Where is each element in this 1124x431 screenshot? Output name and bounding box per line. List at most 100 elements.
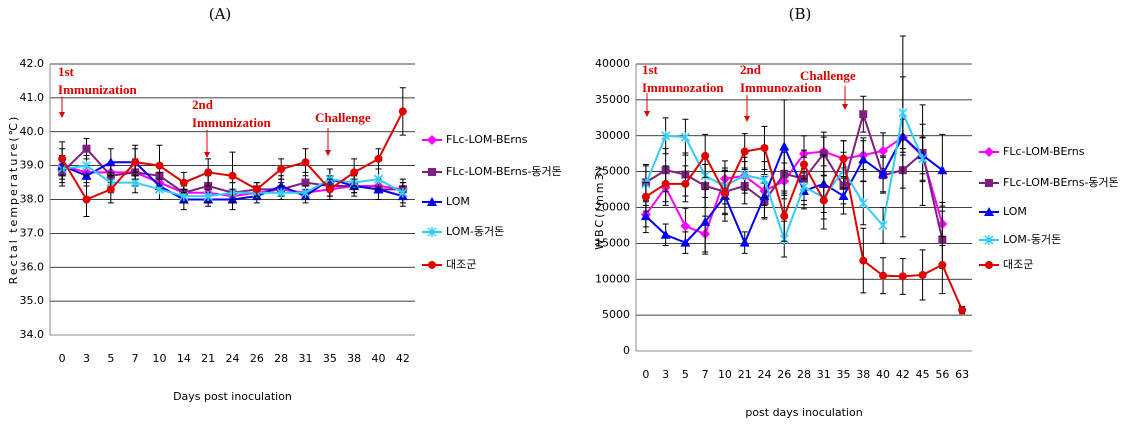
annotation: Immunozation bbox=[740, 80, 822, 95]
x-tick-label: 31 bbox=[299, 352, 313, 365]
legend-label: FLc-LOM-BErns-동거돈 bbox=[1003, 176, 1119, 189]
y-tick-label: 42.0 bbox=[20, 57, 45, 70]
marker bbox=[878, 145, 889, 156]
legend-label: LOM-동거돈 bbox=[1003, 233, 1061, 246]
marker bbox=[81, 160, 92, 171]
y-axis-label: Rectal temperature(℃) bbox=[7, 115, 20, 285]
marker bbox=[799, 181, 809, 192]
marker bbox=[838, 191, 849, 201]
marker bbox=[879, 271, 888, 280]
x-tick-label: 40 bbox=[876, 368, 890, 381]
marker bbox=[660, 229, 671, 239]
x-tick-label: 3 bbox=[662, 368, 669, 381]
marker bbox=[301, 178, 310, 187]
annotation: 2nd bbox=[740, 62, 762, 77]
marker bbox=[739, 237, 750, 247]
y-tick-label: 38.0 bbox=[20, 193, 45, 206]
marker bbox=[428, 168, 436, 176]
y-tick-label: 37.0 bbox=[20, 226, 45, 239]
marker bbox=[373, 174, 384, 185]
y-tick-label: 41.0 bbox=[20, 91, 45, 104]
y-tick-label: 36.0 bbox=[20, 260, 45, 273]
x-tick-label: 5 bbox=[682, 368, 689, 381]
series-line bbox=[645, 134, 943, 246]
marker bbox=[82, 144, 91, 153]
annotation-arrowhead bbox=[59, 112, 65, 118]
legend-label: LOM bbox=[1003, 205, 1027, 218]
annotation-arrowhead bbox=[325, 150, 331, 156]
x-tick-label: 0 bbox=[642, 368, 649, 381]
y-tick-label: 35.0 bbox=[20, 294, 45, 307]
marker bbox=[878, 220, 888, 231]
marker bbox=[760, 143, 769, 152]
x-tick-label: 21 bbox=[201, 352, 215, 365]
annotation-arrowhead bbox=[842, 104, 848, 110]
legend-label: FLc-LOM-BErns bbox=[1003, 145, 1085, 158]
marker bbox=[918, 270, 927, 279]
marker bbox=[179, 178, 188, 187]
marker bbox=[937, 165, 948, 175]
marker bbox=[428, 261, 436, 269]
marker bbox=[938, 260, 947, 269]
y-tick-label: 35000 bbox=[595, 93, 630, 106]
annotation: Challenge bbox=[800, 68, 856, 83]
y-tick-label: 20000 bbox=[595, 201, 630, 214]
marker bbox=[984, 147, 994, 157]
marker bbox=[661, 179, 670, 188]
x-tick-label: 10 bbox=[718, 368, 732, 381]
x-tick-label: 0 bbox=[59, 352, 66, 365]
marker bbox=[859, 256, 868, 265]
y-tick-label: 25000 bbox=[595, 165, 630, 178]
y-tick-label: 15000 bbox=[595, 236, 630, 249]
x-tick-label: 35 bbox=[323, 352, 337, 365]
marker bbox=[204, 168, 213, 177]
legend-label: 대조군 bbox=[446, 258, 476, 271]
chart-title: (B) bbox=[789, 5, 812, 23]
marker bbox=[680, 237, 691, 247]
annotation: 2nd bbox=[192, 97, 214, 112]
marker bbox=[740, 147, 749, 156]
marker bbox=[779, 141, 790, 151]
marker bbox=[641, 192, 650, 201]
x-tick-label: 26 bbox=[777, 368, 791, 381]
legend-label: LOM-동거돈 bbox=[446, 225, 504, 238]
x-tick-label: 7 bbox=[702, 368, 709, 381]
marker bbox=[427, 227, 437, 237]
legend-label: 대조군 bbox=[1003, 258, 1033, 271]
marker bbox=[780, 212, 789, 221]
marker bbox=[427, 135, 437, 145]
marker bbox=[700, 216, 711, 226]
marker bbox=[878, 168, 889, 178]
y-tick-label: 0 bbox=[623, 344, 630, 357]
annotation: Challenge bbox=[315, 110, 371, 125]
x-tick-label: 3 bbox=[83, 352, 90, 365]
legend-label: FLc-LOM-BErns bbox=[446, 133, 528, 146]
marker bbox=[984, 207, 994, 216]
x-tick-label: 63 bbox=[955, 368, 969, 381]
x-tick-label: 28 bbox=[274, 352, 288, 365]
annotation: Immunization bbox=[58, 82, 138, 97]
marker bbox=[228, 171, 237, 180]
marker bbox=[740, 170, 750, 181]
marker bbox=[858, 154, 869, 164]
x-tick-label: 24 bbox=[226, 352, 240, 365]
x-tick-label: 26 bbox=[250, 352, 264, 365]
annotation: 1st bbox=[642, 62, 659, 77]
marker bbox=[898, 107, 908, 118]
annotation: Immunozation bbox=[642, 80, 724, 95]
marker bbox=[681, 179, 690, 188]
legend-label: FLc-LOM-BErns-동거돈 bbox=[446, 165, 562, 178]
x-tick-label: 31 bbox=[817, 368, 831, 381]
x-tick-label: 7 bbox=[132, 352, 139, 365]
x-tick-label: 14 bbox=[177, 352, 191, 365]
marker bbox=[398, 187, 408, 198]
annotation: 1st bbox=[58, 64, 75, 79]
marker bbox=[155, 161, 164, 170]
x-tick-label: 21 bbox=[738, 368, 752, 381]
marker bbox=[203, 191, 213, 202]
x-tick-label: 5 bbox=[107, 352, 114, 365]
x-tick-label: 24 bbox=[757, 368, 771, 381]
marker bbox=[252, 185, 261, 194]
marker bbox=[350, 168, 359, 177]
